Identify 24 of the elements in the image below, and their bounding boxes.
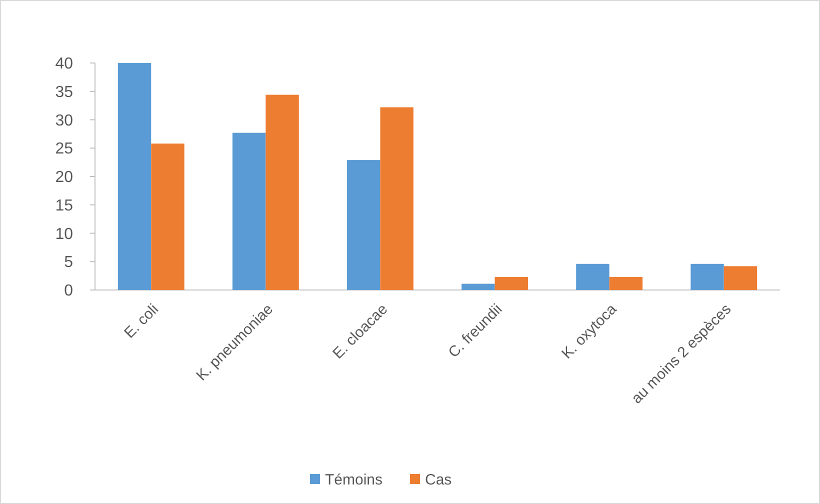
y-tick-label: 20 (55, 169, 74, 186)
bar (266, 94, 299, 290)
bar (151, 144, 184, 290)
y-tick-label: 5 (64, 254, 74, 272)
bar (462, 284, 495, 290)
x-tick-label: E. coli (121, 300, 162, 342)
bar (609, 276, 643, 290)
y-tick-label: 0 (64, 282, 74, 300)
bar (380, 107, 414, 290)
y-tick-label: 30 (55, 112, 74, 130)
y-tick-label: 35 (55, 84, 74, 101)
bar (690, 264, 724, 290)
legend-label: Témoins (325, 471, 383, 488)
bar (118, 63, 152, 290)
bar (724, 266, 758, 290)
y-tick-label: 15 (55, 197, 74, 214)
bar (494, 276, 528, 290)
y-tick-label: 25 (55, 140, 74, 158)
y-tick-label: 10 (55, 226, 74, 243)
bar (347, 160, 380, 290)
bar (232, 132, 266, 290)
y-tick-label: 40 (55, 56, 74, 73)
bar (576, 264, 610, 290)
legend-label: Cas (425, 471, 452, 488)
